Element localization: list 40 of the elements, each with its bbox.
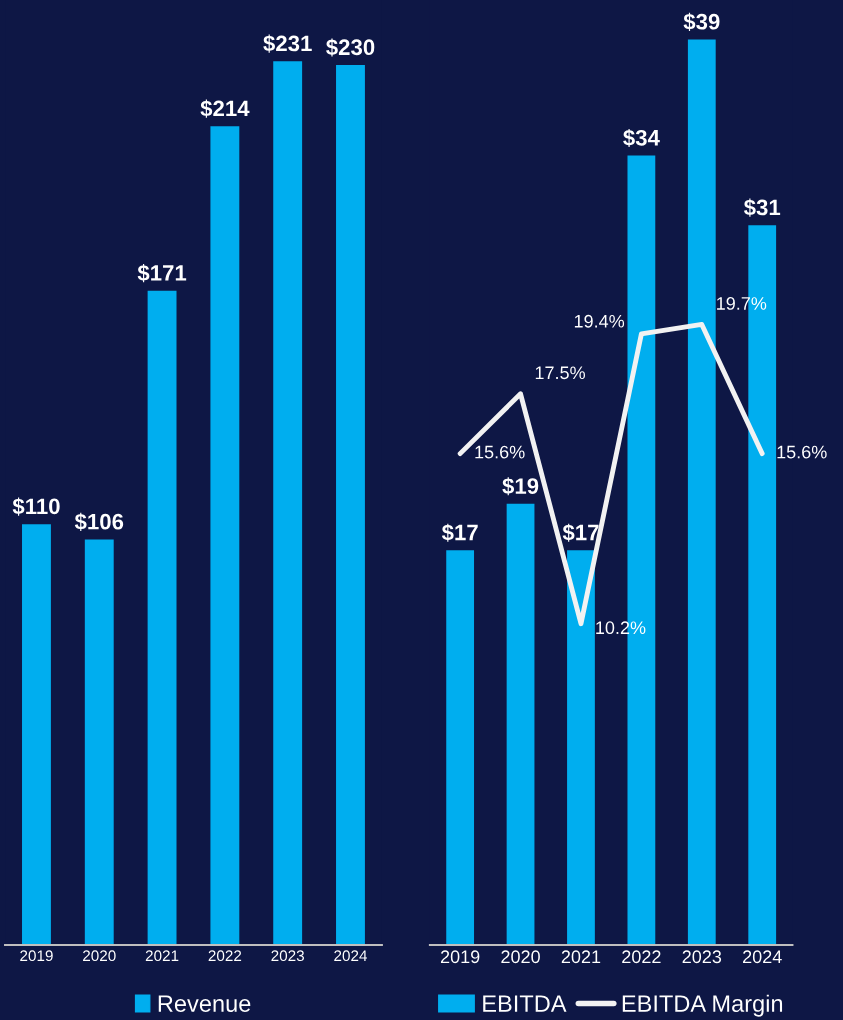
x-tick-label: 2023 xyxy=(271,950,304,962)
data-label: $19 xyxy=(502,477,539,496)
x-tick-label: 2019 xyxy=(20,950,53,962)
bar xyxy=(336,65,365,946)
data-label: 19.4% xyxy=(574,314,625,328)
data-label: $171 xyxy=(137,264,187,283)
x-tick-label: 2022 xyxy=(208,950,242,962)
data-label: $17 xyxy=(441,523,478,542)
data-label: 15.6% xyxy=(475,445,525,459)
x-tick-label: 2021 xyxy=(561,950,601,964)
bar xyxy=(22,524,51,946)
bar xyxy=(84,539,114,946)
x-tick-label: 2023 xyxy=(682,950,722,964)
data-label: 15.6% xyxy=(777,445,827,459)
bar xyxy=(147,290,177,946)
bar xyxy=(687,39,716,946)
x-tick-label: 2022 xyxy=(622,950,661,964)
legend-label: EBITDA xyxy=(483,995,567,1012)
data-label: $231 xyxy=(263,34,312,53)
legend-label: Revenue xyxy=(158,995,251,1012)
data-label: $110 xyxy=(12,497,60,516)
legend-label: EBITDA Margin xyxy=(622,994,783,1017)
data-label: $230 xyxy=(326,38,375,57)
bar xyxy=(567,550,595,946)
data-label: $39 xyxy=(683,12,720,31)
bar xyxy=(273,61,303,946)
data-label: $214 xyxy=(200,99,250,118)
x-tick-label: 2020 xyxy=(501,950,540,964)
bar xyxy=(506,503,535,946)
x-tick-label: 2021 xyxy=(145,950,179,962)
data-label: 17.5% xyxy=(535,366,585,380)
bar xyxy=(210,126,240,946)
x-tick-label: 2024 xyxy=(334,950,368,962)
data-label: $34 xyxy=(623,128,660,148)
bar xyxy=(446,550,475,946)
data-label: $31 xyxy=(743,198,781,217)
data-label: $106 xyxy=(74,512,124,531)
x-tick-label: 2024 xyxy=(743,950,782,964)
x-tick-label: 2019 xyxy=(440,950,480,964)
x-tick-label: 2020 xyxy=(83,950,116,962)
